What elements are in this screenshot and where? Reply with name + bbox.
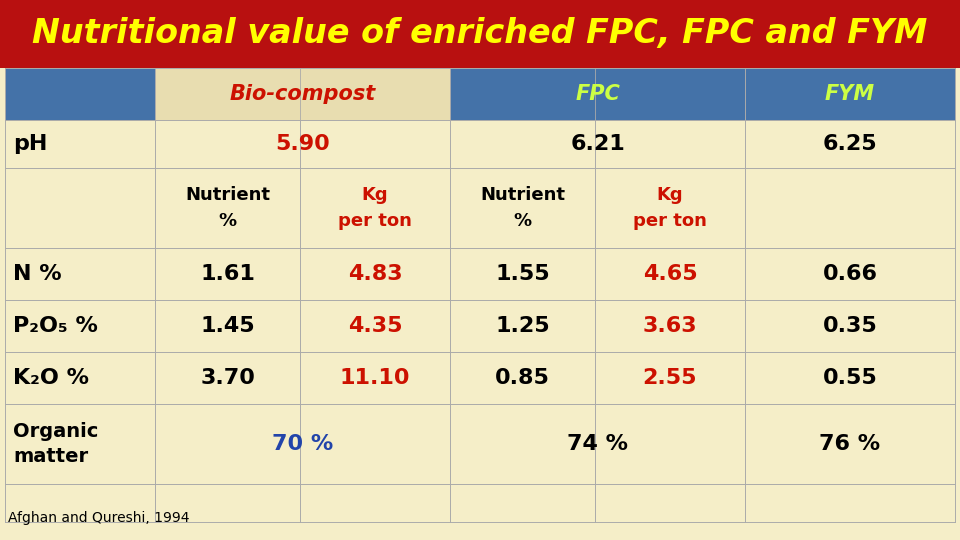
Bar (5, 168, 155, 248)
Bar (155, 404, 300, 484)
Bar (300, 120, 450, 168)
Bar (745, 120, 955, 168)
Text: Afghan and Qureshi, 1994: Afghan and Qureshi, 1994 (8, 511, 189, 525)
Text: Organic
matter: Organic matter (13, 422, 98, 466)
Bar (300, 484, 450, 522)
Bar (595, 484, 745, 522)
Bar (450, 404, 595, 484)
Text: Kg
per ton: Kg per ton (633, 186, 707, 230)
Bar (155, 120, 300, 168)
Text: K₂O %: K₂O % (13, 368, 89, 388)
Text: 5.90: 5.90 (276, 134, 330, 154)
Bar (450, 484, 595, 522)
Text: FPC: FPC (575, 84, 620, 104)
Text: 0.85: 0.85 (495, 368, 550, 388)
Text: 6.21: 6.21 (570, 134, 625, 154)
Bar (300, 248, 450, 300)
Text: pH: pH (13, 134, 47, 154)
Bar (450, 168, 595, 248)
Bar (595, 404, 745, 484)
Bar (450, 352, 595, 404)
Bar (300, 168, 450, 248)
Text: 1.45: 1.45 (201, 316, 254, 336)
Bar (155, 168, 300, 248)
Bar (155, 484, 300, 522)
Bar (745, 300, 955, 352)
Text: 2.55: 2.55 (643, 368, 697, 388)
Bar (300, 404, 450, 484)
Bar (155, 300, 300, 352)
Text: 76 %: 76 % (820, 434, 880, 454)
Bar (5, 484, 155, 522)
Text: 1.61: 1.61 (200, 264, 255, 284)
Bar (745, 352, 955, 404)
Bar (595, 168, 745, 248)
Bar (450, 68, 745, 120)
Bar (300, 300, 450, 352)
Text: 6.25: 6.25 (823, 134, 877, 154)
Bar (745, 248, 955, 300)
Text: 70 %: 70 % (272, 434, 333, 454)
Bar (745, 404, 955, 484)
Text: 3.63: 3.63 (642, 316, 697, 336)
Text: 11.10: 11.10 (340, 368, 410, 388)
Bar (155, 68, 450, 120)
Bar (745, 68, 955, 120)
Bar (745, 484, 955, 522)
Bar (5, 352, 155, 404)
Text: 3.70: 3.70 (200, 368, 255, 388)
Text: 74 %: 74 % (567, 434, 628, 454)
Text: 0.55: 0.55 (823, 368, 877, 388)
Text: 4.83: 4.83 (348, 264, 402, 284)
Text: N %: N % (13, 264, 61, 284)
Bar (595, 120, 745, 168)
Text: 4.35: 4.35 (348, 316, 402, 336)
Bar (5, 300, 155, 352)
Bar (450, 120, 595, 168)
Bar (5, 68, 155, 120)
Text: Bio-compost: Bio-compost (229, 84, 375, 104)
Bar (0, 0, 960, 68)
Bar (155, 352, 300, 404)
Text: 1.25: 1.25 (495, 316, 550, 336)
Bar (745, 168, 955, 248)
Bar (595, 300, 745, 352)
Text: P₂O₅ %: P₂O₅ % (13, 316, 98, 336)
Text: Kg
per ton: Kg per ton (338, 186, 412, 230)
Bar (5, 120, 155, 168)
Text: 0.35: 0.35 (823, 316, 877, 336)
Text: Nutritional value of enriched FPC, FPC and FYM: Nutritional value of enriched FPC, FPC a… (33, 17, 927, 51)
Bar (595, 248, 745, 300)
Bar (300, 352, 450, 404)
Text: 4.65: 4.65 (642, 264, 697, 284)
Bar (155, 248, 300, 300)
Bar (5, 404, 155, 484)
Bar (450, 248, 595, 300)
Text: 1.55: 1.55 (495, 264, 550, 284)
Text: FYM: FYM (825, 84, 876, 104)
Text: 0.66: 0.66 (823, 264, 877, 284)
Bar (450, 300, 595, 352)
Bar (595, 352, 745, 404)
Bar (5, 248, 155, 300)
Text: Nutrient
%: Nutrient % (185, 186, 270, 230)
Text: Nutrient
%: Nutrient % (480, 186, 565, 230)
